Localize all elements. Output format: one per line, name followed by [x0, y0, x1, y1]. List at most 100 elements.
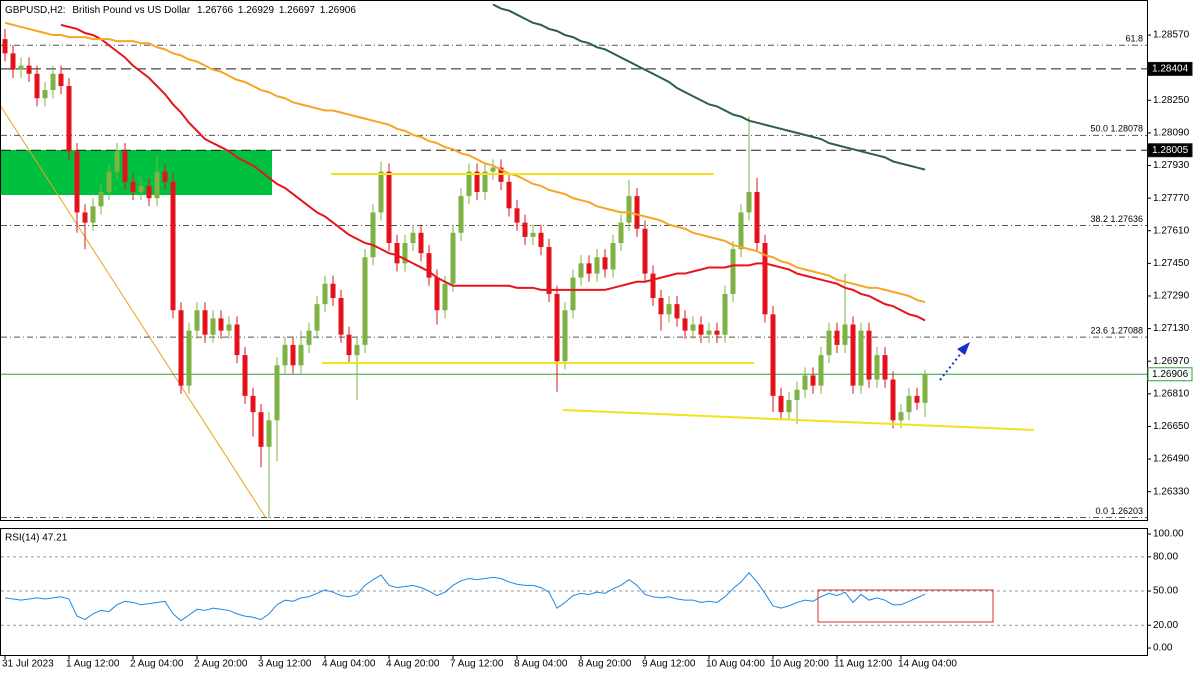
candle-body — [866, 330, 872, 380]
candle-body — [426, 253, 432, 278]
x-tick-label: 7 Aug 12:00 — [450, 659, 504, 670]
candle-body — [418, 232, 424, 254]
y-tick-label: 1.26490 — [1153, 454, 1190, 465]
plot-area — [1, 3, 1147, 626]
fib-label: 50.0 1.28078 — [1090, 124, 1143, 134]
candle-body — [82, 212, 88, 223]
candle-body — [346, 334, 352, 356]
candle-body — [386, 171, 392, 243]
fib-label: 61.8 — [1125, 34, 1143, 44]
close-price: 1.26906 — [320, 5, 357, 16]
rsi-line — [4, 572, 926, 622]
y-tick-label: 1.27610 — [1153, 225, 1190, 236]
candle-body — [330, 283, 336, 299]
candle-body — [578, 263, 584, 278]
candle-body — [786, 399, 792, 413]
candle-body — [690, 324, 696, 331]
candle-body — [602, 257, 608, 270]
fib-label: 0.0 1.26203 — [1095, 506, 1143, 516]
candle-body — [66, 86, 72, 152]
rsi-y-tick-label: 50.00 — [1153, 586, 1178, 597]
candle-body — [258, 412, 264, 447]
candle-body — [90, 206, 96, 223]
rsi-highlight-box — [817, 589, 994, 623]
candle-body — [410, 232, 416, 243]
candle-body — [794, 389, 800, 400]
rsi-y-tick-label: 0.00 — [1153, 643, 1173, 654]
candle-body — [594, 257, 600, 274]
candle-body — [290, 344, 296, 366]
rsi-y-tick-label: 80.00 — [1153, 551, 1178, 562]
candle-body — [466, 171, 472, 197]
candle-body — [874, 355, 880, 380]
candle-body — [114, 151, 120, 172]
fib-label: 23.6 1.27088 — [1090, 326, 1143, 336]
candle-body — [714, 330, 720, 335]
candle-body — [242, 355, 248, 396]
trend-line — [562, 409, 1035, 431]
y-tick-label: 1.26810 — [1153, 388, 1190, 399]
fib-trendline — [0, 104, 267, 519]
candle-body — [706, 330, 712, 335]
main-pane-frame — [0, 0, 1148, 521]
candle-body — [834, 330, 840, 345]
fib-label: 38.2 1.27636 — [1090, 214, 1143, 224]
y-tick-label: 1.26970 — [1153, 356, 1190, 367]
candle-body — [898, 412, 904, 421]
candle-body — [546, 247, 552, 294]
candle-body — [178, 310, 184, 386]
candle-body — [370, 212, 376, 258]
candle-body — [618, 222, 624, 243]
candle-body — [162, 171, 168, 182]
candle-body — [122, 151, 128, 182]
candle-body — [746, 192, 752, 213]
candle-body — [26, 65, 32, 74]
x-tick-label: 8 Aug 04:00 — [514, 659, 568, 670]
candle-body — [226, 324, 232, 331]
x-tick-label: 31 Jul 2023 — [2, 659, 54, 670]
candle-body — [378, 171, 384, 213]
y-tick-label: 1.28090 — [1153, 128, 1190, 139]
candle-body — [138, 185, 144, 193]
candle-body — [682, 318, 688, 331]
candle-body — [634, 196, 640, 229]
candle-body — [266, 420, 272, 447]
x-tick-label: 2 Aug 04:00 — [130, 659, 184, 670]
candle-body — [506, 181, 512, 209]
x-tick-label: 2 Aug 20:00 — [194, 659, 248, 670]
candle-body — [34, 73, 40, 99]
symbol: GBPUSD,H2: — [5, 5, 66, 16]
candle-body — [314, 304, 320, 331]
open-price: 1.26766 — [197, 5, 234, 16]
x-tick-label: 14 Aug 04:00 — [898, 659, 957, 670]
candle-body — [434, 277, 440, 311]
candle-body — [274, 365, 280, 421]
candle-body — [338, 298, 344, 335]
candle-body — [202, 310, 208, 335]
candle-body — [818, 355, 824, 386]
candle-body — [402, 242, 408, 264]
candle-body — [482, 171, 488, 193]
candle-body — [58, 73, 64, 87]
low-price: 1.26697 — [279, 5, 316, 16]
candle-body — [234, 324, 240, 356]
rsi-y-tick-label: 20.00 — [1153, 620, 1178, 631]
rsi-title: RSI(14) 47.21 — [5, 533, 68, 544]
candle-body — [362, 257, 368, 345]
candle-body — [610, 242, 616, 270]
x-tick-label: 8 Aug 20:00 — [578, 659, 632, 670]
candle-body — [2, 39, 8, 54]
x-tick-label: 9 Aug 12:00 — [642, 659, 696, 670]
x-tick-label: 1 Aug 12:00 — [66, 659, 120, 670]
x-tick-label: 10 Aug 04:00 — [706, 659, 765, 670]
candle-body — [250, 395, 256, 413]
candle-body — [810, 375, 816, 386]
candle-body — [50, 73, 56, 91]
x-tick-label: 4 Aug 20:00 — [386, 659, 440, 670]
candle-body — [906, 395, 912, 413]
candle-body — [538, 232, 544, 248]
price-marker — [1147, 143, 1193, 158]
candle-body — [842, 324, 848, 345]
candle-body — [474, 171, 480, 193]
